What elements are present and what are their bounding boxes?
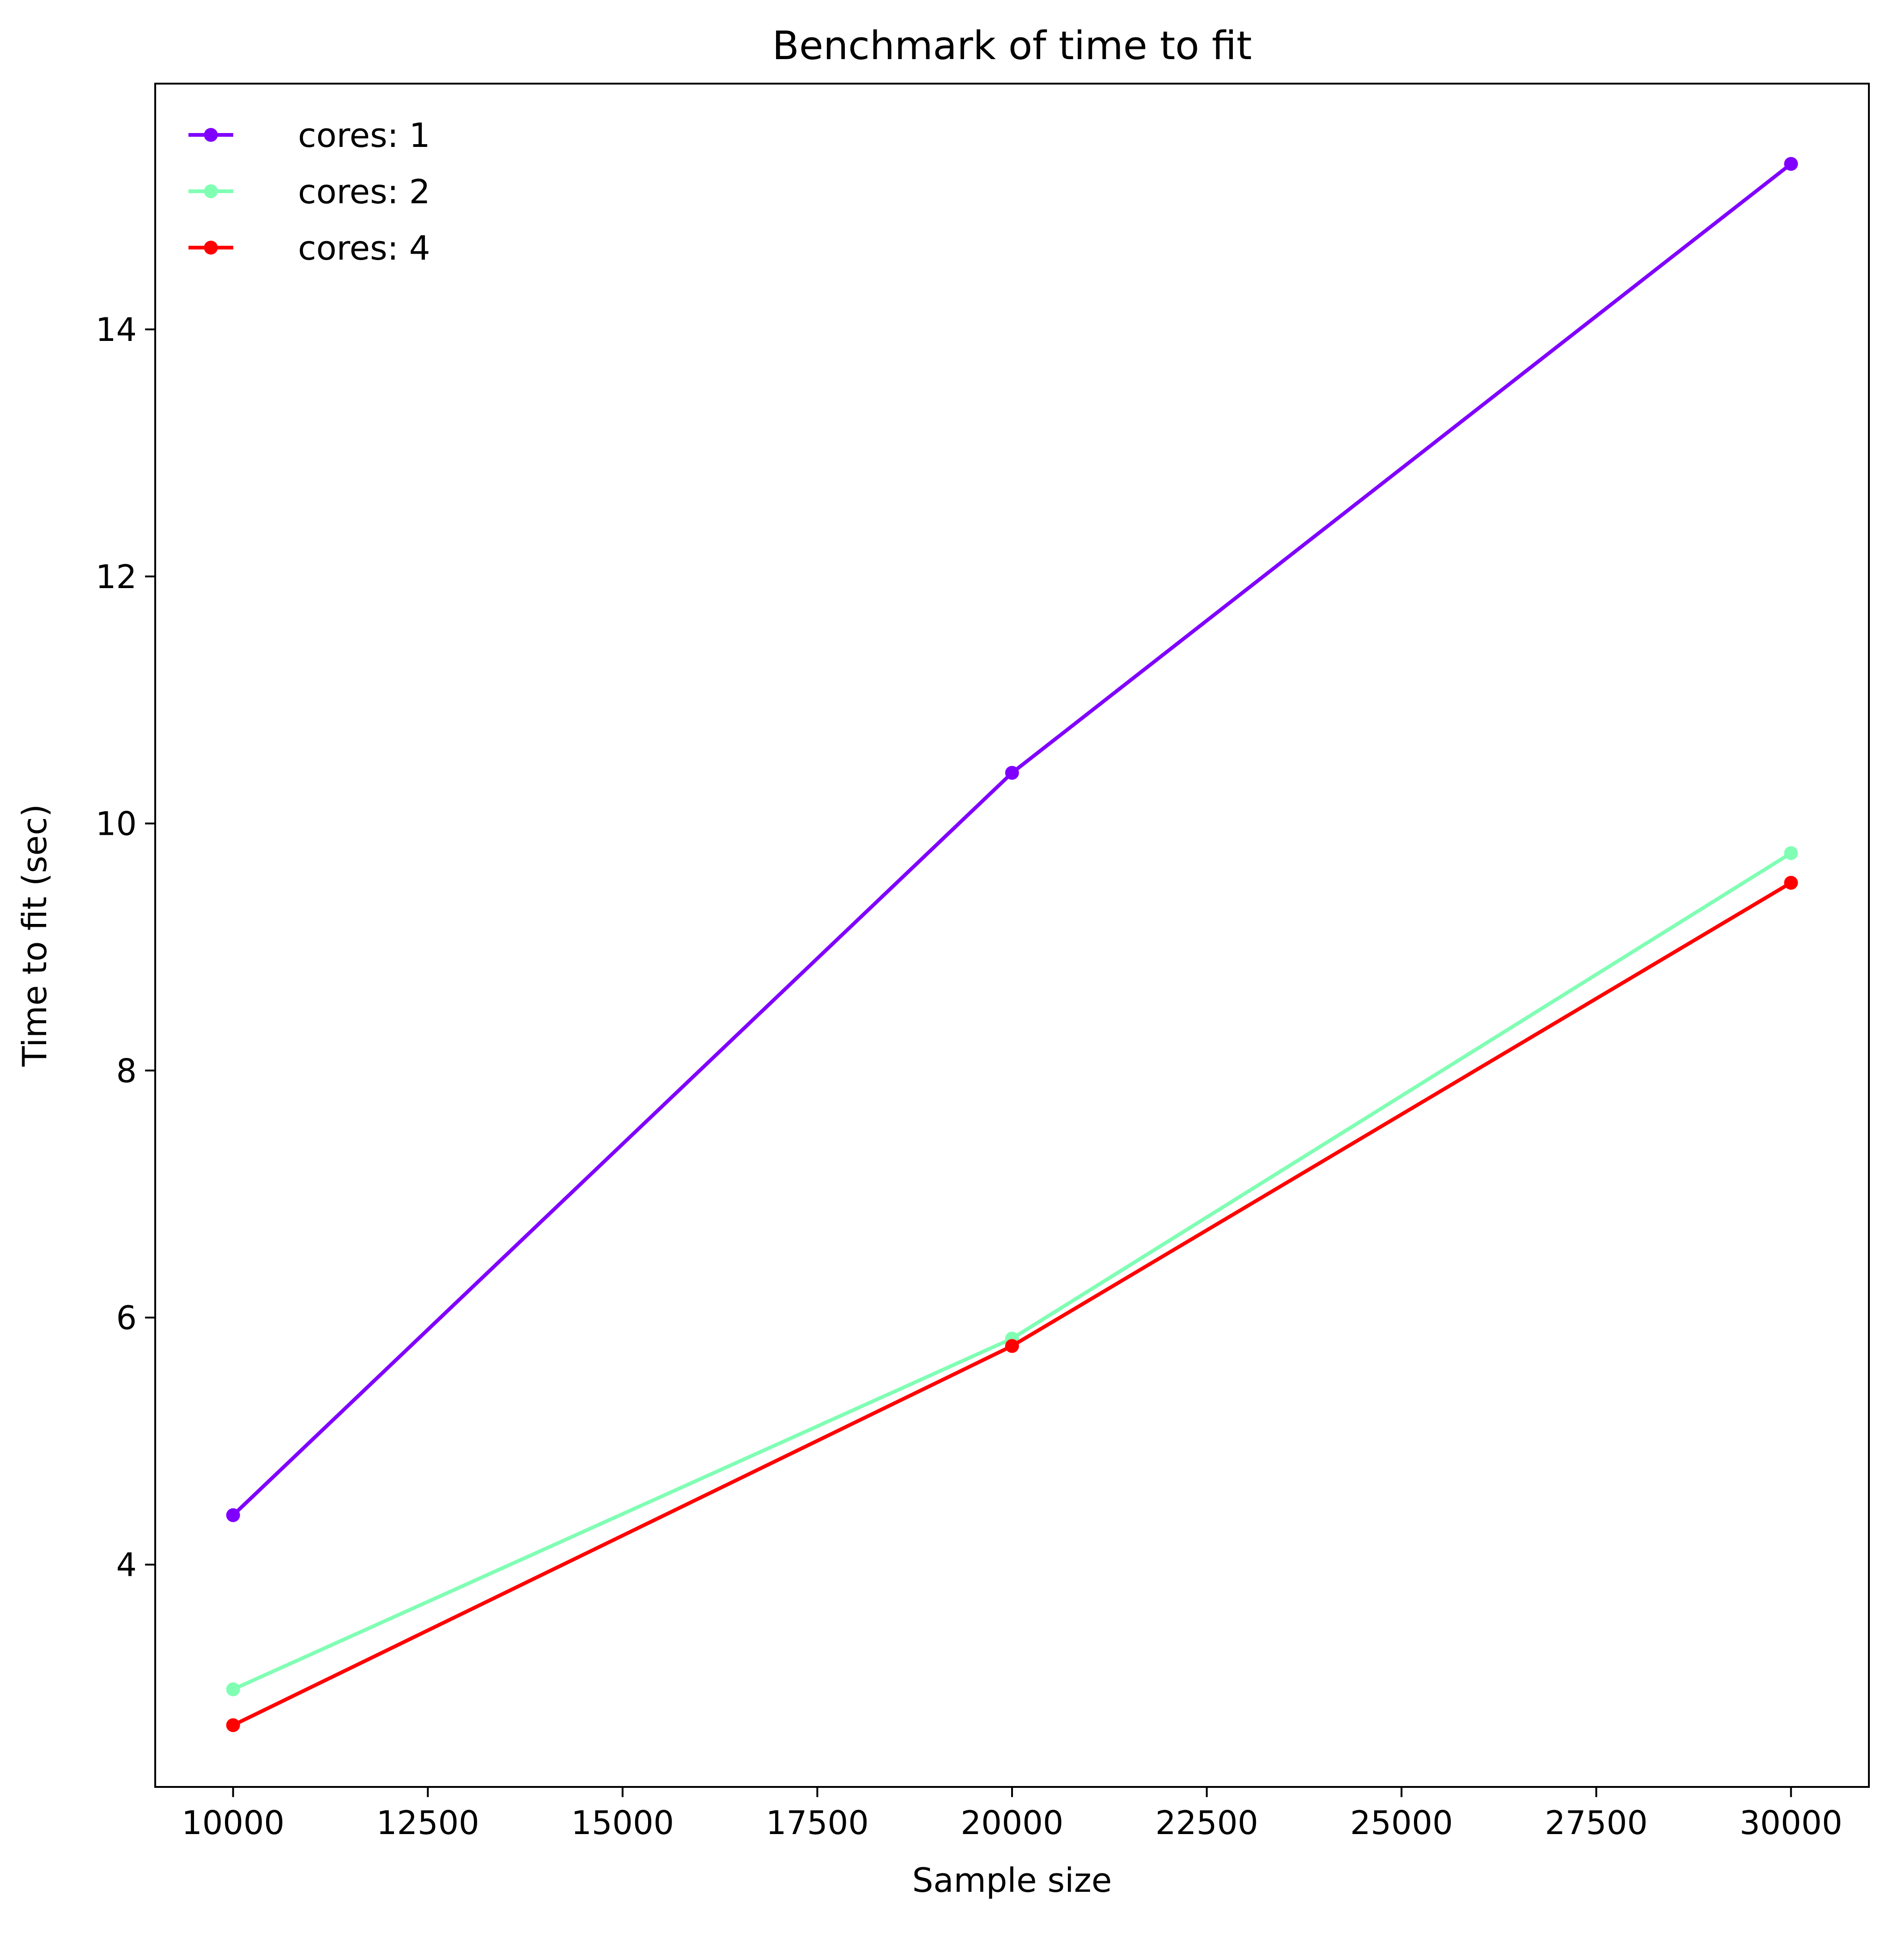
data-point (1784, 846, 1798, 860)
x-tick-label: 27500 (1545, 1804, 1648, 1842)
data-point (1005, 765, 1019, 780)
legend: cores: 1 cores: 2 cores: 4 (188, 116, 430, 267)
data-point (226, 1718, 240, 1732)
legend-item: cores: 1 (188, 116, 430, 155)
plot-area (154, 83, 1870, 1788)
y-tick-label: 14 (96, 311, 137, 349)
y-axis-label: Time to fit (sec) (15, 804, 54, 1067)
series-1 (226, 157, 1798, 1522)
y-tick-label: 6 (116, 1299, 137, 1337)
data-point (1784, 875, 1798, 890)
series-layer (226, 157, 1798, 1732)
legend-swatch-marker (204, 184, 218, 198)
x-tick-label: 12500 (376, 1804, 479, 1842)
x-tick-label: 22500 (1155, 1804, 1258, 1842)
legend-swatch-marker (204, 241, 218, 255)
x-tick-label: 10000 (182, 1804, 285, 1842)
x-tick-label: 17500 (766, 1804, 869, 1842)
y-axis: 4 6 8 10 12 14 (96, 311, 155, 1584)
data-point (1005, 1339, 1019, 1353)
x-tick-label: 30000 (1740, 1804, 1843, 1842)
y-tick-label: 12 (96, 558, 137, 596)
y-tick-label: 4 (116, 1546, 137, 1584)
y-tick-label: 8 (116, 1052, 137, 1090)
legend-label: cores: 1 (298, 116, 430, 155)
x-tick-label: 20000 (961, 1804, 1064, 1842)
x-axis: 10000 12500 15000 17500 20000 22500 25000 27500… (182, 1787, 1843, 1842)
x-tick-label: 25000 (1350, 1804, 1453, 1842)
x-axis-label: Sample size (912, 1861, 1112, 1900)
y-tick-label: 10 (96, 805, 137, 843)
legend-swatch-marker (204, 128, 218, 142)
series-3 (226, 875, 1798, 1732)
x-tick-label: 15000 (571, 1804, 674, 1842)
data-point (226, 1682, 240, 1696)
legend-label: cores: 2 (298, 172, 430, 211)
chart-title: Benchmark of time to fit (772, 23, 1252, 69)
data-point (226, 1508, 240, 1522)
legend-label: cores: 4 (298, 229, 430, 267)
legend-item: cores: 2 (188, 172, 430, 211)
legend-item: cores: 4 (188, 229, 430, 267)
data-point (1784, 157, 1798, 171)
